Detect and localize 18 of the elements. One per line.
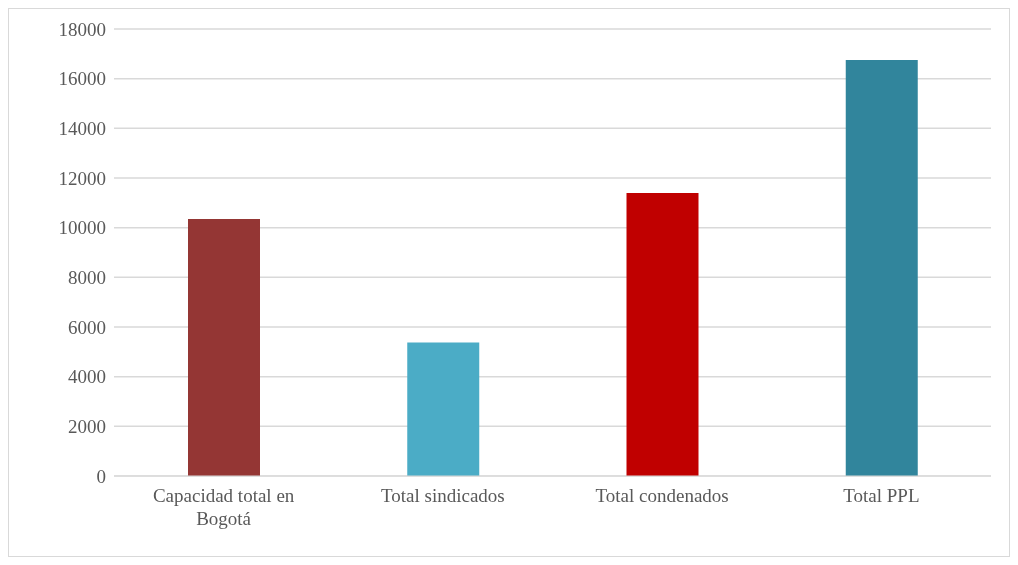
y-tick-label: 18000 xyxy=(58,18,106,40)
y-tick-label: 12000 xyxy=(58,167,106,189)
bar xyxy=(626,192,699,476)
y-tick-label: 14000 xyxy=(58,118,106,140)
bar xyxy=(845,60,918,476)
x-tick-label: Total sindicados xyxy=(381,485,505,506)
y-tick-label: 2000 xyxy=(68,416,106,438)
bar xyxy=(407,342,480,476)
x-tick-label: Capacidad total en Bogotá xyxy=(152,485,295,529)
y-tick-label: 0 xyxy=(96,465,106,487)
y-tick-label: 16000 xyxy=(58,68,106,90)
y-tick-label: 4000 xyxy=(68,366,106,388)
y-tick-label: 6000 xyxy=(68,316,106,338)
x-tick-label: Total PPL xyxy=(843,485,920,506)
y-tick-label: 8000 xyxy=(68,267,106,289)
bar xyxy=(188,218,260,476)
x-tick-label: Total condenados xyxy=(595,485,729,506)
y-tick-label: 10000 xyxy=(58,217,106,239)
